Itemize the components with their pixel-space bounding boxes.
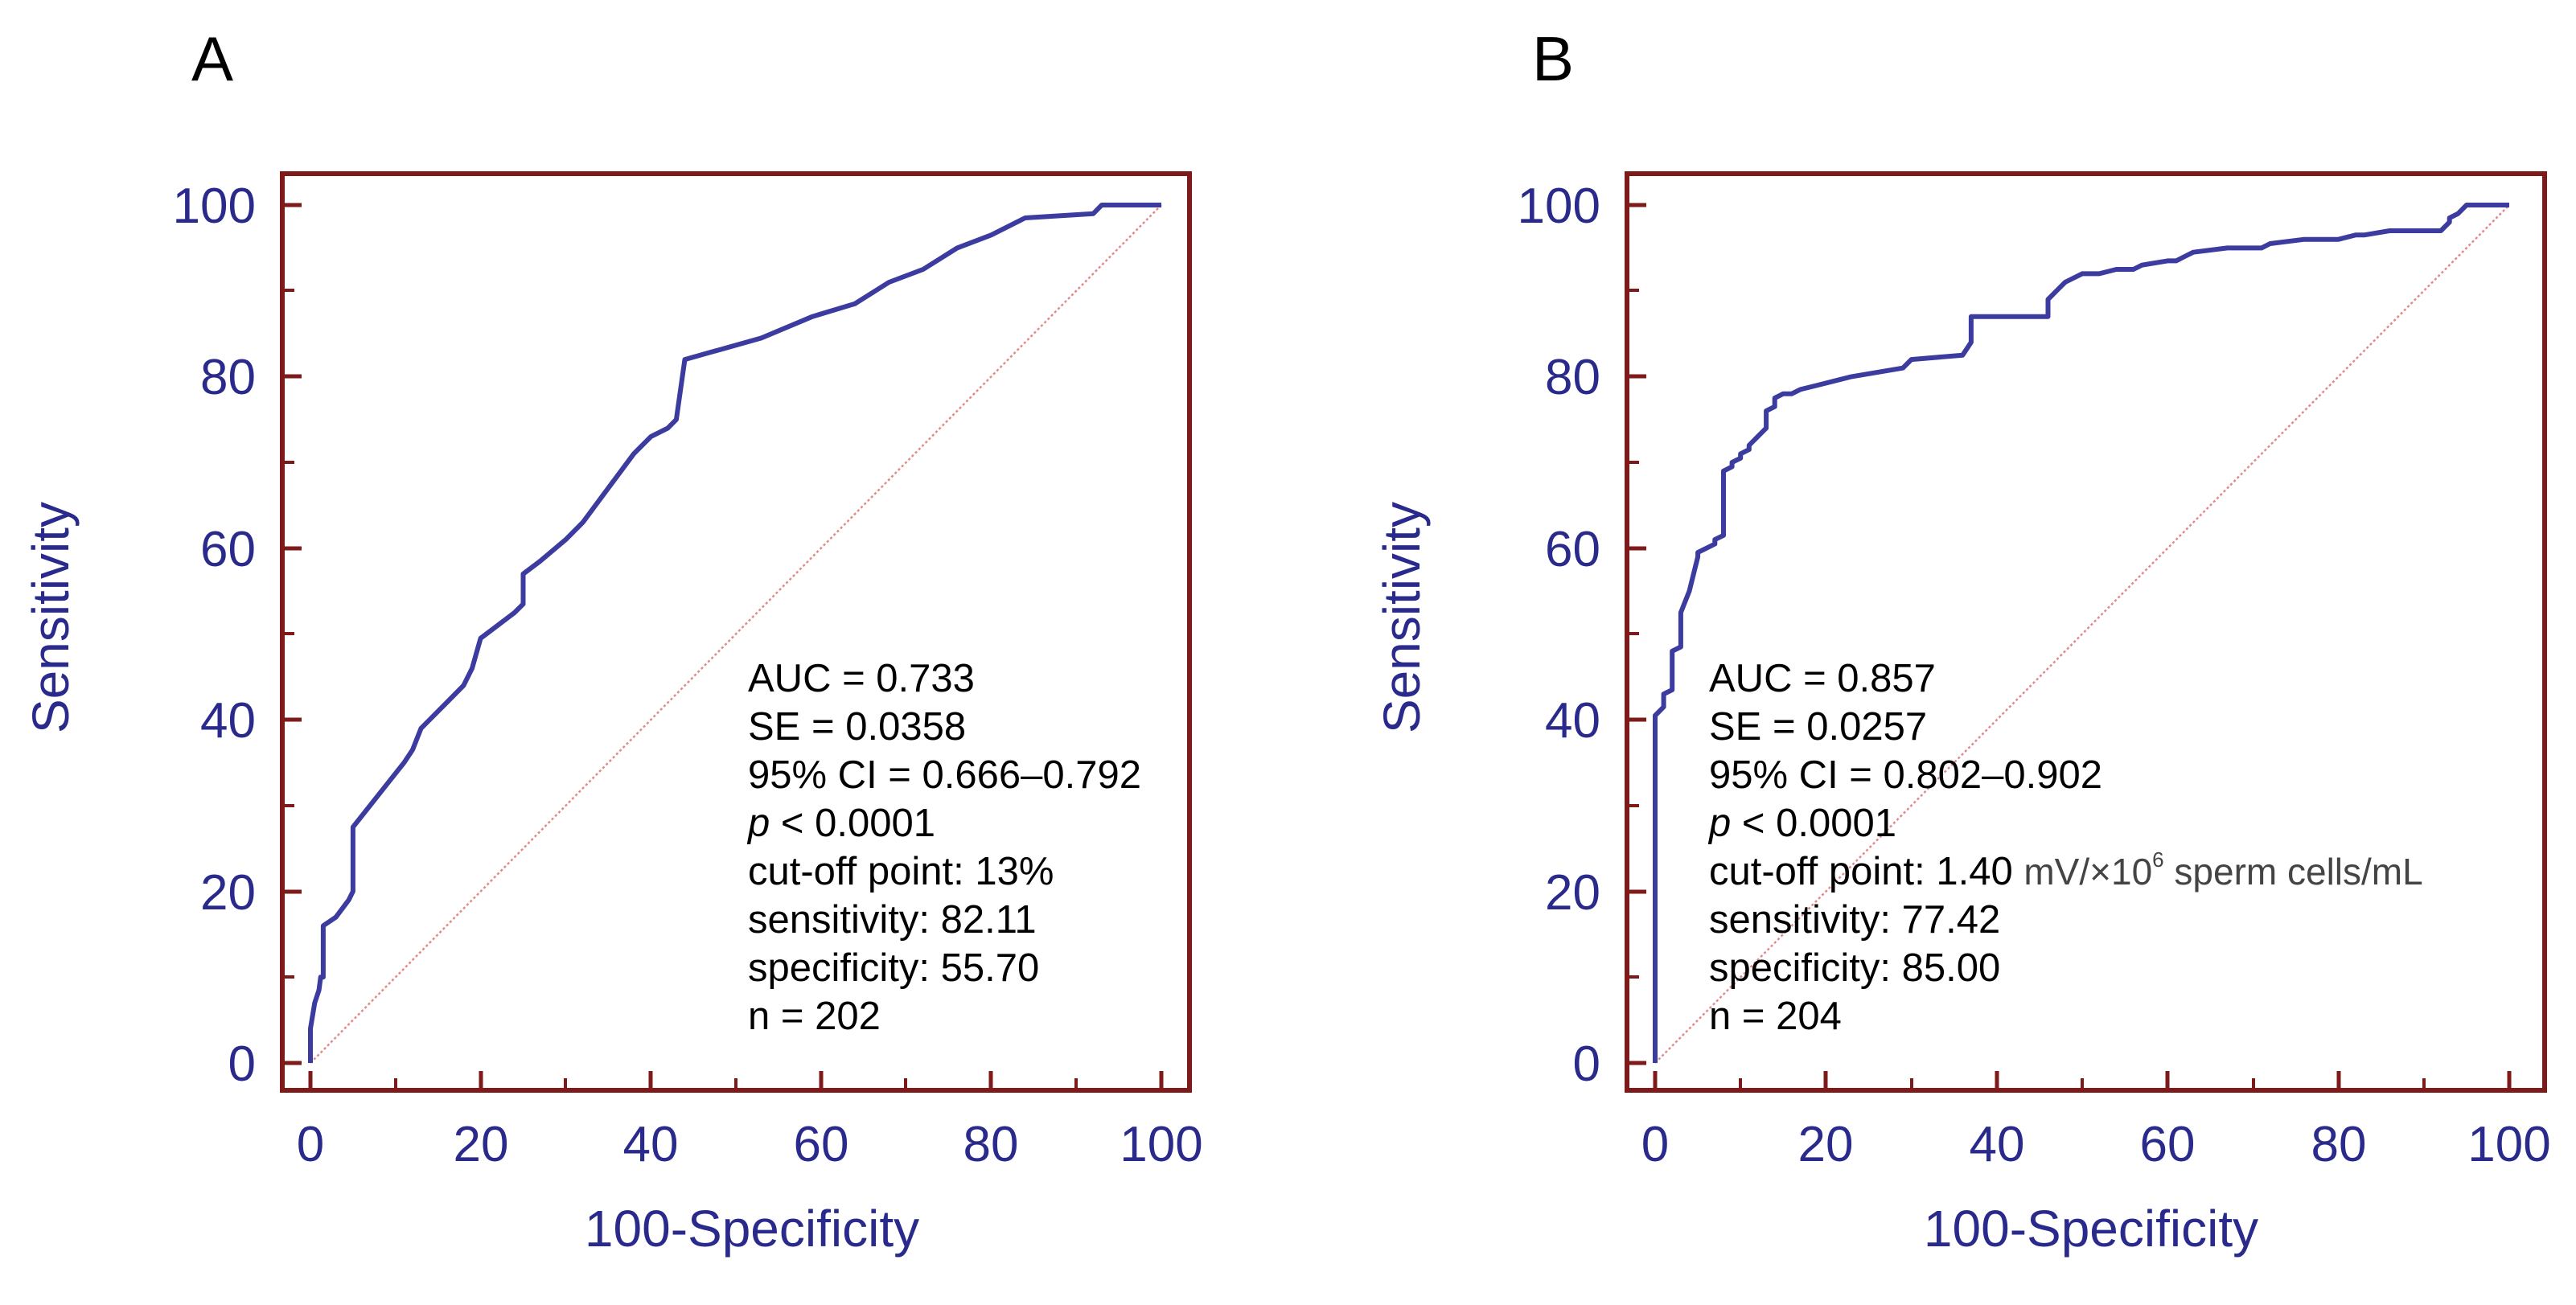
x-tick-label: 40	[623, 1117, 679, 1172]
p-value: < 0.0001	[770, 802, 935, 845]
se-text: SE = 0.0358	[748, 705, 966, 749]
roc-curve-a	[308, 203, 1161, 1063]
p-symbol: p	[746, 802, 770, 845]
x-ticks-a: 0 20 40 60 80 100	[297, 1071, 1203, 1172]
auc-text: AUC = 0.733	[748, 657, 975, 700]
stats-annotation-a: AUC = 0.733 SE = 0.0358 95% CI = 0.666–0…	[746, 657, 1141, 1038]
plot-frame-a	[280, 171, 1192, 1093]
y-tick-label: 0	[1573, 1036, 1600, 1092]
y-axis-title-a: Sensitivity	[22, 502, 80, 733]
y-tick-label: 60	[200, 522, 256, 577]
reference-line-b	[1654, 204, 2510, 1064]
cutoff-label: cut-off point: 1.40	[1709, 850, 2023, 893]
p-value-text: p < 0.0001	[746, 802, 935, 845]
cutoff-unit: mV/×10	[2023, 851, 2152, 893]
y-tick-label: 100	[173, 179, 256, 234]
x-axis-title-a: 100-Specificity	[585, 1200, 919, 1258]
x-tick-label: 60	[2140, 1117, 2196, 1172]
y-tick-label: 80	[200, 350, 256, 405]
ci-text: 95% CI = 0.666–0.792	[748, 753, 1141, 797]
p-value: < 0.0001	[1731, 802, 1896, 845]
x-tick-label: 80	[2311, 1117, 2367, 1172]
x-tick-label: 20	[1798, 1117, 1854, 1172]
auc-text: AUC = 0.857	[1709, 657, 1936, 700]
p-value-text: p < 0.0001	[1707, 802, 1896, 845]
x-tick-label: 60	[794, 1117, 849, 1172]
y-tick-label: 40	[200, 693, 256, 749]
x-ticks-b: 0 20 40 60 80 100	[1641, 1071, 2551, 1172]
cutoff-text: cut-off point: 1.40 mV/×106 sperm cells/…	[1709, 847, 2423, 893]
y-tick-label: 20	[1545, 865, 1600, 921]
panel-a: A 100 80 60 40 20 0	[22, 23, 1203, 1258]
x-axis-title-b: 100-Specificity	[1924, 1200, 2258, 1258]
cutoff-text: cut-off point: 13%	[748, 850, 1054, 893]
y-tick-label: 60	[1545, 522, 1600, 577]
y-ticks-b: 100 80 60 40 20 0	[1518, 179, 1646, 1092]
n-text: n = 204	[1709, 995, 1842, 1038]
x-tick-label: 80	[963, 1117, 1019, 1172]
panel-label-a: A	[191, 23, 233, 94]
cutoff-exponent: 6	[2152, 847, 2163, 872]
roc-curve-b	[1653, 203, 2509, 1063]
y-tick-label: 20	[200, 865, 256, 921]
stats-annotation-b: AUC = 0.857 SE = 0.0257 95% CI = 0.802–0…	[1707, 657, 2423, 1038]
panel-b: B 100 80 60 40 20 0	[1373, 23, 2551, 1258]
x-tick-label: 0	[297, 1117, 324, 1172]
panel-label-b: B	[1532, 23, 1574, 94]
y-tick-label: 0	[228, 1036, 256, 1092]
n-text: n = 202	[748, 995, 881, 1038]
sensitivity-text: sensitivity: 77.42	[1709, 898, 2000, 942]
y-axis-title-b: Sensitivity	[1373, 502, 1431, 733]
se-text: SE = 0.0257	[1709, 705, 1927, 749]
y-tick-label: 100	[1518, 179, 1600, 234]
specificity-text: specificity: 85.00	[1709, 946, 2000, 990]
y-ticks-a: 100 80 60 40 20 0	[173, 179, 302, 1092]
p-symbol: p	[1707, 802, 1731, 845]
cutoff-unit-tail: sperm cells/mL	[2164, 851, 2423, 893]
x-tick-label: 100	[1120, 1117, 1202, 1172]
x-tick-label: 20	[454, 1117, 509, 1172]
ci-text: 95% CI = 0.802–0.902	[1709, 753, 2102, 797]
y-tick-label: 80	[1545, 350, 1600, 405]
x-tick-label: 100	[2467, 1117, 2550, 1172]
specificity-text: specificity: 55.70	[748, 946, 1039, 990]
sensitivity-text: sensitivity: 82.11	[748, 898, 1037, 942]
reference-line-a	[310, 204, 1162, 1064]
x-tick-label: 40	[1970, 1117, 2025, 1172]
x-tick-label: 0	[1641, 1117, 1669, 1172]
y-tick-label: 40	[1545, 693, 1600, 749]
